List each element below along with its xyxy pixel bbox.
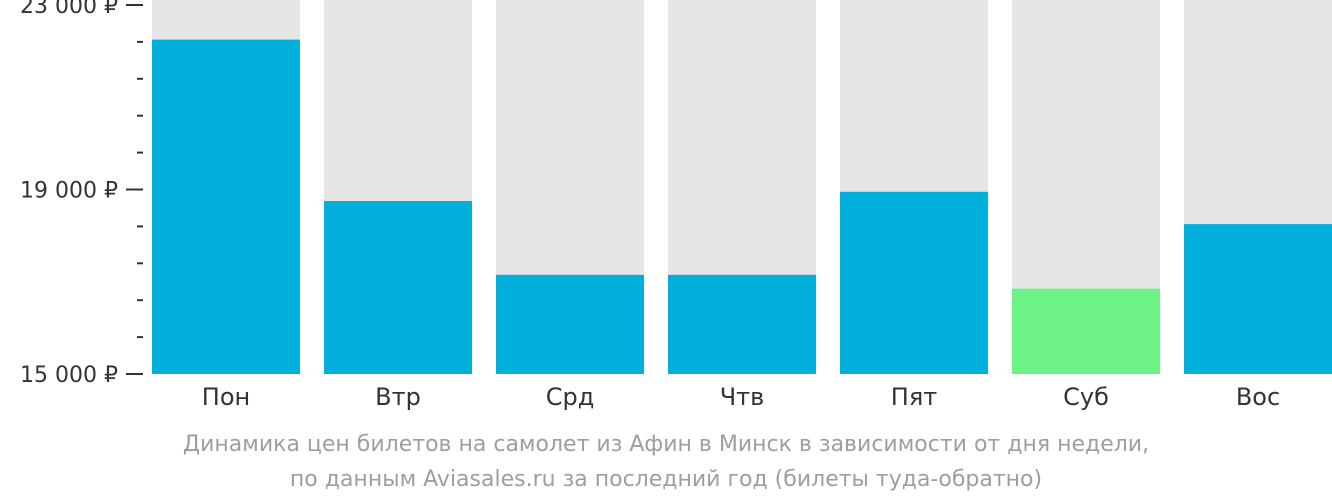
bar-1[interactable] (152, 39, 300, 374)
y-tick-label: 23 000 ₽ (20, 0, 118, 19)
bar-5[interactable] (840, 191, 988, 374)
bar-6[interactable] (1012, 288, 1160, 374)
bars (152, 39, 1332, 374)
x-tick-label: Вос (1236, 383, 1280, 411)
chart-caption-line-1: Динамика цен билетов на самолет из Афин … (182, 432, 1150, 457)
x-tick-label: Чтв (720, 383, 765, 411)
y-axis: 15 000 ₽ 19 000 ₽ 23 000 ₽ (20, 0, 143, 388)
bar-2[interactable] (324, 201, 472, 374)
bar-4[interactable] (668, 274, 816, 374)
x-tick-label: Втр (375, 383, 421, 411)
bar-7[interactable] (1184, 224, 1332, 374)
x-axis: Пон Втр Срд Чтв Пят Суб Вос (202, 383, 1280, 411)
chart-caption-line-2: по данным Aviasales.ru за последний год … (289, 467, 1043, 492)
x-tick-label: Пят (891, 383, 937, 411)
y-tick-label: 15 000 ₽ (20, 363, 118, 388)
y-tick-label: 19 000 ₽ (20, 179, 118, 204)
x-tick-label: Пон (202, 383, 250, 411)
x-tick-label: Суб (1063, 383, 1109, 411)
x-tick-label: Срд (546, 383, 595, 411)
bar-3[interactable] (496, 274, 644, 374)
